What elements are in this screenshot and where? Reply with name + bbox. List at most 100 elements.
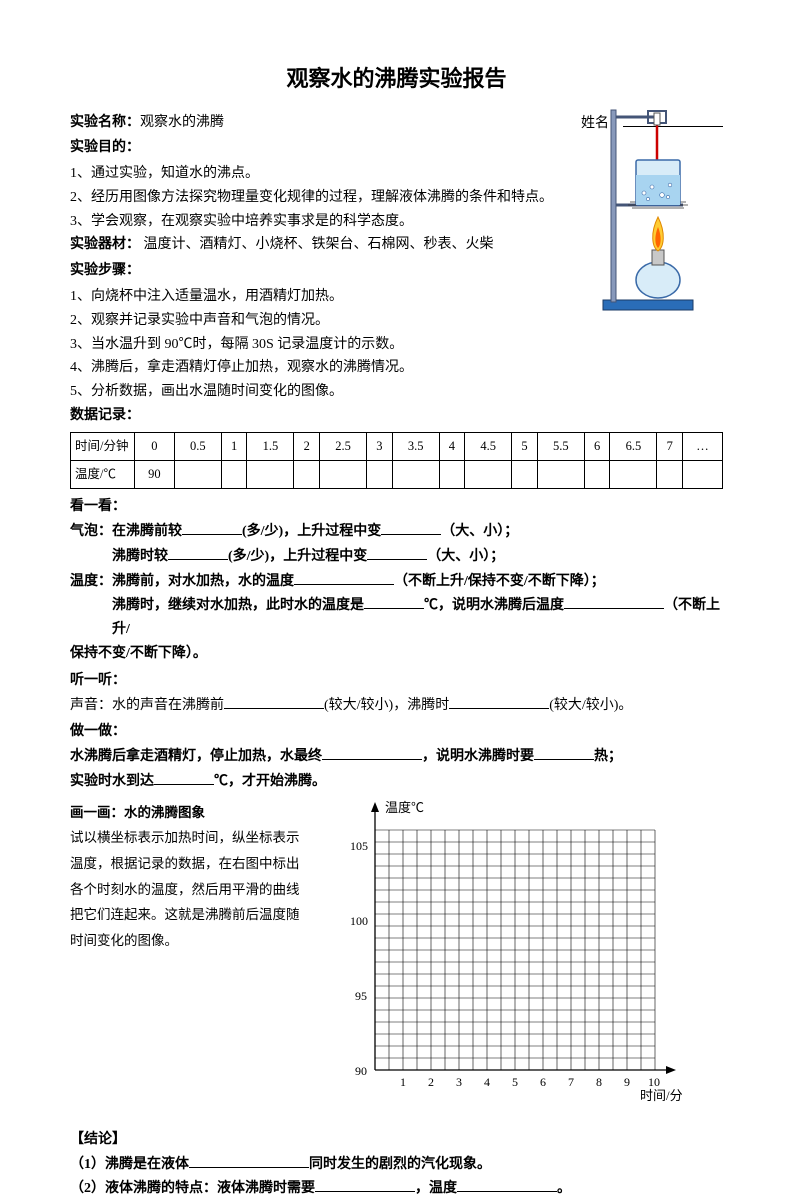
text: （大、小）； xyxy=(441,524,518,539)
text: (多/少)，上升过程中变 xyxy=(242,524,381,539)
step-item: 3、当水温升到 90℃时，每隔 30S 记录温度计的示数。 xyxy=(70,333,723,357)
text: 温度：沸腾前，对水加热，水的温度 xyxy=(70,574,294,589)
listen-heading: 听一听： xyxy=(70,669,723,693)
text: （不断上升/保持不变/不断下降）； xyxy=(394,574,605,589)
text: ℃，说明水沸腾后温度 xyxy=(424,598,564,613)
blank[interactable] xyxy=(534,744,594,760)
cell[interactable] xyxy=(392,461,439,489)
blank[interactable] xyxy=(182,519,242,535)
page-title: 观察水的沸腾实验报告 xyxy=(70,60,723,97)
y-tick: 100 xyxy=(350,914,368,928)
equipment-text: 温度计、酒精灯、小烧杯、铁架台、石棉网、秒表、火柴 xyxy=(140,237,494,252)
blank[interactable] xyxy=(315,1176,415,1192)
cell: 3 xyxy=(367,432,393,460)
cell: 1 xyxy=(221,432,247,460)
step-item: 5、分析数据，画出水温随时间变化的图像。 xyxy=(70,380,723,404)
blank[interactable] xyxy=(449,693,549,709)
text: 沸腾时，继续对水加热，此时水的温度是 xyxy=(112,598,364,613)
blank[interactable] xyxy=(381,519,441,535)
blank[interactable] xyxy=(322,744,422,760)
equipment-heading: 实验器材： xyxy=(70,237,140,252)
exp-name-row: 实验名称：观察水的沸腾 xyxy=(70,111,224,136)
chart-svg: 温度℃ 时间/分 105 100 95 90 1 2 3 4 5 6 7 8 9… xyxy=(320,800,690,1110)
step-item: 4、沸腾后，拿走酒精灯停止加热，观察水的沸腾情况。 xyxy=(70,356,723,380)
conclusion-line: （2）液体沸腾的特点：液体沸腾时需要 ，温度 。 xyxy=(70,1176,723,1201)
text: （大、小）； xyxy=(427,549,504,564)
blank[interactable] xyxy=(367,544,427,560)
row-label: 温度/℃ xyxy=(71,461,135,489)
cell: 3.5 xyxy=(392,432,439,460)
cell: 0.5 xyxy=(174,432,221,460)
look-line: 保持不变/不断下降）。 xyxy=(70,642,723,666)
text: 沸腾时较 xyxy=(112,549,168,564)
apparatus-diagram xyxy=(578,105,718,315)
y-tick: 90 xyxy=(355,1064,367,1078)
cell: 1.5 xyxy=(247,432,294,460)
text: 声音：水的声音在沸腾前 xyxy=(70,698,224,713)
text: （2）液体沸腾的特点：液体沸腾时需要 xyxy=(70,1181,315,1196)
blank[interactable] xyxy=(294,569,394,585)
x-tick: 6 xyxy=(540,1075,546,1089)
look-line: 沸腾时，继续对水加热，此时水的温度是℃，说明水沸腾后温度（不断上升/ xyxy=(70,593,723,642)
y-axis-label: 温度℃ xyxy=(385,800,424,815)
x-tick: 5 xyxy=(512,1075,518,1089)
x-tick: 7 xyxy=(568,1075,574,1089)
blank[interactable] xyxy=(154,769,214,785)
blank[interactable] xyxy=(564,593,664,609)
x-tick: 3 xyxy=(456,1075,462,1089)
look-line: 沸腾时较(多/少)，上升过程中变（大、小）； xyxy=(70,544,723,569)
x-tick: 2 xyxy=(428,1075,434,1089)
cell[interactable] xyxy=(610,461,657,489)
look-line: 气泡：在沸腾前较(多/少)，上升过程中变（大、小）； xyxy=(70,519,723,544)
cell[interactable] xyxy=(247,461,294,489)
exp-name-value: 观察水的沸腾 xyxy=(140,115,224,130)
x-tick: 9 xyxy=(624,1075,630,1089)
cell: 5.5 xyxy=(537,432,584,460)
cell[interactable] xyxy=(512,461,538,489)
cell: 2.5 xyxy=(320,432,367,460)
do-heading: 做一做： xyxy=(70,720,723,744)
text: (较大/较小)，沸腾时 xyxy=(324,698,449,713)
cell: 6.5 xyxy=(610,432,657,460)
row-label: 时间/分钟 xyxy=(71,432,135,460)
cell[interactable] xyxy=(367,461,393,489)
cell[interactable] xyxy=(657,461,683,489)
cell[interactable] xyxy=(221,461,247,489)
x-tick: 8 xyxy=(596,1075,602,1089)
x-tick: 10 xyxy=(648,1075,660,1089)
cell: 5 xyxy=(512,432,538,460)
text: (较大/较小)。 xyxy=(549,698,632,713)
cell[interactable] xyxy=(294,461,320,489)
cell[interactable] xyxy=(584,461,610,489)
do-line: 实验时水到达℃，才开始沸腾。 xyxy=(70,769,723,794)
cell: 0 xyxy=(135,432,175,460)
blank[interactable] xyxy=(457,1176,557,1192)
text: ，说明水沸腾时要 xyxy=(422,749,534,764)
text: ，温度 xyxy=(415,1181,457,1196)
cell[interactable] xyxy=(683,461,723,489)
text: 。 xyxy=(557,1181,571,1196)
chart: 温度℃ 时间/分 105 100 95 90 1 2 3 4 5 6 7 8 9… xyxy=(320,800,690,1110)
cell: 4.5 xyxy=(465,432,512,460)
text: （1）沸腾是在液体 xyxy=(70,1157,189,1172)
blank[interactable] xyxy=(224,693,324,709)
blank[interactable] xyxy=(364,593,424,609)
cell: 90 xyxy=(135,461,175,489)
cell: 7 xyxy=(657,432,683,460)
cell[interactable] xyxy=(537,461,584,489)
y-tick: 105 xyxy=(350,839,368,853)
x-tick: 1 xyxy=(400,1075,406,1089)
cell[interactable] xyxy=(174,461,221,489)
cell[interactable] xyxy=(320,461,367,489)
cell[interactable] xyxy=(439,461,465,489)
exp-name-label: 实验名称： xyxy=(70,115,140,130)
cell[interactable] xyxy=(465,461,512,489)
cell: 6 xyxy=(584,432,610,460)
do-line: 水沸腾后拿走酒精灯，停止加热，水最终，说明水沸腾时要热； xyxy=(70,744,723,769)
blank[interactable] xyxy=(168,544,228,560)
table-row: 时间/分钟 0 0.5 1 1.5 2 2.5 3 3.5 4 4.5 5 5.… xyxy=(71,432,723,460)
listen-line: 声音：水的声音在沸腾前 (较大/较小)，沸腾时 (较大/较小)。 xyxy=(70,693,723,718)
blank[interactable] xyxy=(189,1152,309,1168)
text: 同时发生的剧烈的汽化现象。 xyxy=(309,1157,491,1172)
text: 热； xyxy=(594,749,622,764)
